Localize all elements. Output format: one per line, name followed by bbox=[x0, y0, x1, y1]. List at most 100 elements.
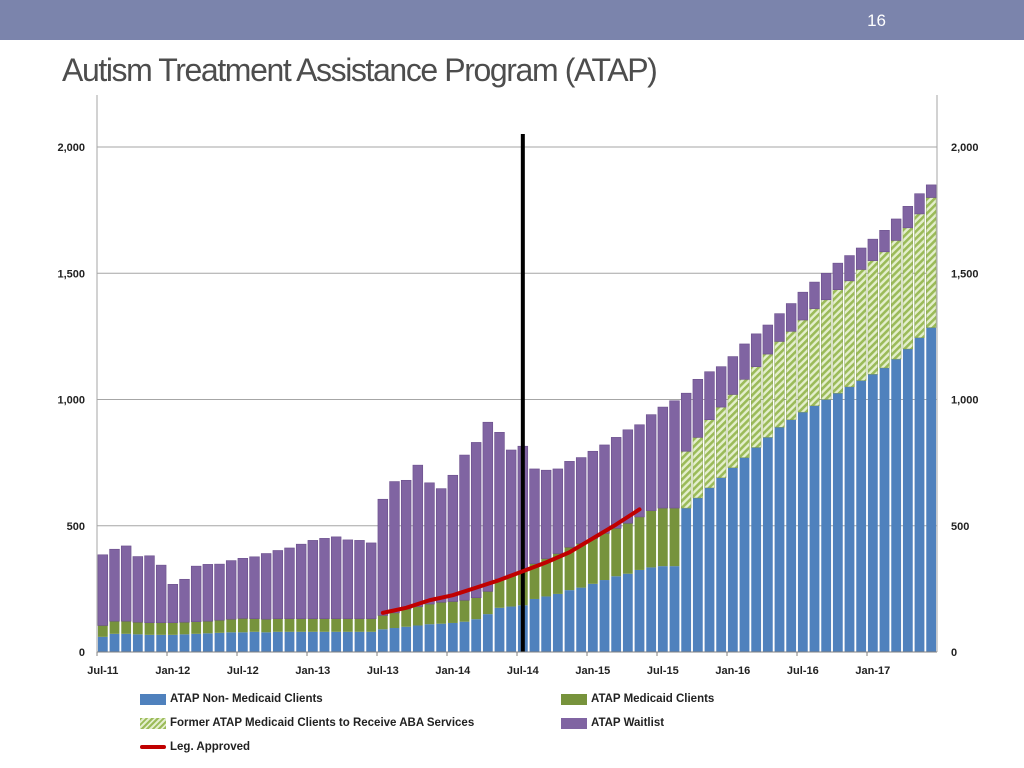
bar-former-medicaid bbox=[681, 451, 692, 509]
bar-non-medicaid bbox=[704, 487, 715, 652]
bar-waitlist bbox=[120, 545, 132, 622]
bar-waitlist bbox=[494, 432, 505, 580]
bar-medicaid bbox=[144, 622, 155, 635]
bar-non-medicaid bbox=[272, 631, 283, 652]
bar-former-medicaid bbox=[821, 299, 832, 400]
bar-waitlist bbox=[144, 555, 155, 624]
legend-swatch-hatch bbox=[140, 717, 166, 729]
bar-medicaid bbox=[156, 622, 167, 635]
bar-medicaid bbox=[634, 516, 645, 570]
bar-waitlist bbox=[785, 303, 797, 332]
bar-non-medicaid bbox=[471, 619, 482, 652]
bar-former-medicaid bbox=[867, 260, 878, 375]
bar-former-medicaid bbox=[774, 341, 785, 428]
bar-waitlist bbox=[564, 461, 575, 548]
legend-label: ATAP Waitlist bbox=[591, 717, 665, 729]
bar-medicaid bbox=[401, 609, 412, 627]
bar-waitlist bbox=[552, 468, 564, 554]
bar-non-medicaid bbox=[564, 590, 575, 652]
bar-waitlist bbox=[167, 584, 179, 624]
bar-waitlist bbox=[634, 424, 645, 518]
bar-medicaid bbox=[214, 620, 225, 633]
bar-waitlist bbox=[645, 414, 657, 511]
x-tick-label: Jul-11 bbox=[87, 665, 118, 677]
bar-non-medicaid bbox=[902, 349, 913, 652]
bar-waitlist bbox=[307, 540, 319, 619]
bar-waitlist bbox=[109, 548, 120, 622]
legend-swatch-green bbox=[561, 693, 587, 705]
bar-non-medicaid bbox=[226, 632, 237, 652]
bar-non-medicaid bbox=[424, 624, 435, 652]
bar-non-medicaid bbox=[132, 634, 143, 652]
bar-non-medicaid bbox=[599, 580, 610, 652]
y-tick-label-left: 1,500 bbox=[57, 268, 85, 280]
bar-waitlist bbox=[214, 563, 225, 621]
bar-waitlist bbox=[575, 457, 587, 544]
bar-medicaid bbox=[202, 621, 213, 634]
bar-waitlist bbox=[739, 343, 750, 380]
bar-non-medicaid bbox=[856, 380, 867, 652]
bar-non-medicaid bbox=[657, 566, 668, 652]
bar-waitlist bbox=[832, 262, 844, 290]
bar-waitlist bbox=[319, 538, 330, 619]
bar-former-medicaid bbox=[902, 227, 913, 350]
bar-non-medicaid bbox=[447, 622, 458, 652]
bar-former-medicaid bbox=[856, 269, 867, 381]
bar-waitlist bbox=[657, 406, 669, 509]
bar-non-medicaid bbox=[494, 607, 505, 652]
bar-medicaid bbox=[599, 533, 610, 581]
bar-medicaid bbox=[319, 618, 330, 632]
bar-non-medicaid bbox=[867, 374, 878, 652]
x-tick-label: Jan-13 bbox=[295, 665, 330, 677]
bar-non-medicaid bbox=[342, 631, 353, 652]
bar-non-medicaid bbox=[762, 437, 773, 652]
bar-non-medicaid bbox=[202, 633, 213, 652]
bar-waitlist bbox=[377, 498, 389, 616]
bar-non-medicaid bbox=[634, 569, 645, 652]
x-tick-label: Jul-13 bbox=[367, 665, 399, 677]
bar-medicaid bbox=[377, 615, 388, 630]
legend-label: ATAP Medicaid Clients bbox=[591, 693, 715, 705]
bar-waitlist bbox=[867, 238, 879, 261]
y-tick-label-right: 1,000 bbox=[951, 395, 979, 407]
bar-medicaid bbox=[97, 625, 108, 637]
bar-medicaid bbox=[646, 510, 657, 568]
bar-waitlist bbox=[529, 468, 540, 564]
bar-waitlist bbox=[190, 565, 202, 623]
bar-non-medicaid bbox=[319, 631, 330, 652]
bar-waitlist bbox=[155, 564, 167, 624]
x-tick-label: Jan-15 bbox=[575, 665, 610, 677]
bar-waitlist bbox=[914, 193, 925, 215]
bar-non-medicaid bbox=[331, 631, 342, 652]
y-tick-label-right: 1,500 bbox=[951, 268, 979, 280]
bar-non-medicaid bbox=[296, 631, 307, 652]
bar-former-medicaid bbox=[716, 406, 727, 478]
x-tick-label: Jul-15 bbox=[647, 665, 679, 677]
bar-waitlist bbox=[412, 464, 424, 607]
bar-non-medicaid bbox=[401, 626, 412, 652]
page-title: Autism Treatment Assistance Program (ATA… bbox=[62, 52, 658, 88]
bar-former-medicaid bbox=[762, 353, 773, 438]
bar-waitlist bbox=[610, 437, 622, 529]
bar-waitlist bbox=[925, 184, 937, 198]
bar-non-medicaid bbox=[412, 625, 423, 652]
bar-former-medicaid bbox=[704, 419, 715, 489]
bar-medicaid bbox=[307, 618, 318, 632]
bar-medicaid bbox=[237, 618, 248, 633]
bar-waitlist bbox=[622, 429, 634, 524]
bar-medicaid bbox=[424, 604, 435, 625]
bar-waitlist bbox=[237, 558, 249, 619]
bar-waitlist bbox=[400, 479, 412, 610]
bar-non-medicaid bbox=[377, 629, 388, 652]
legend-item-leg-approved: Leg. Approved bbox=[140, 739, 250, 755]
bar-non-medicaid bbox=[622, 573, 633, 652]
bar-waitlist bbox=[132, 556, 144, 623]
bar-waitlist bbox=[459, 454, 470, 601]
x-tick-label: Jan-12 bbox=[155, 665, 190, 677]
bar-non-medicaid bbox=[914, 337, 925, 652]
bar-former-medicaid bbox=[914, 213, 925, 338]
bar-medicaid bbox=[121, 621, 132, 634]
bar-non-medicaid bbox=[646, 567, 657, 652]
legend-label: Leg. Approved bbox=[170, 741, 251, 753]
bar-non-medicaid bbox=[284, 631, 295, 652]
